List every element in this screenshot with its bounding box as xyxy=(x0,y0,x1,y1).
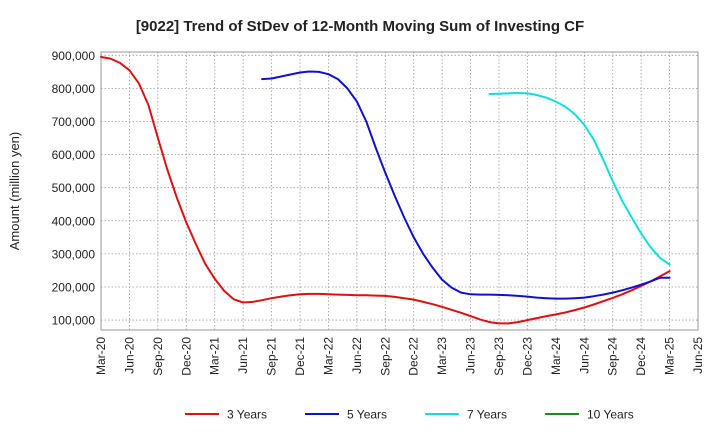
x-tick-label: Sep-22 xyxy=(378,337,392,376)
y-tick-label: 200,000 xyxy=(52,280,96,294)
grid xyxy=(101,52,698,330)
x-tick-label: Jun-20 xyxy=(122,337,136,374)
y-tick-label: 300,000 xyxy=(52,247,96,261)
y-tick-label: 700,000 xyxy=(52,115,96,129)
axes: 100,000 200,000 300,000 400,000 500,000 600,0… xyxy=(52,49,705,376)
legend-label: 5 Years xyxy=(347,408,387,422)
series-line-5-years xyxy=(261,70,671,300)
x-tick-label: Mar-22 xyxy=(321,337,335,375)
x-tick-label: Mar-21 xyxy=(208,337,222,375)
y-axis-label: Amount (million yen) xyxy=(7,132,22,251)
x-tick-label: Dec-24 xyxy=(634,337,648,376)
series-lines xyxy=(100,56,671,325)
y-tick-label: 400,000 xyxy=(52,214,96,228)
x-tick-label: Jun-23 xyxy=(464,337,478,374)
x-tick-label: Jun-21 xyxy=(236,337,250,374)
chart-title: [9022] Trend of StDev of 12-Month Moving… xyxy=(136,18,584,35)
x-tick-label: Mar-23 xyxy=(435,337,449,375)
x-tick-label: Jun-24 xyxy=(577,337,591,374)
x-tick-label: Dec-23 xyxy=(520,337,534,376)
y-tick-label: 900,000 xyxy=(52,49,96,63)
x-tick-label: Mar-25 xyxy=(663,337,677,375)
x-tick-label: Sep-23 xyxy=(492,337,506,376)
x-tick-label: Mar-24 xyxy=(549,337,563,375)
x-tick-label: Dec-21 xyxy=(293,337,307,376)
legend-label: 10 Years xyxy=(587,408,634,422)
y-tick-label: 800,000 xyxy=(52,82,96,96)
x-tick-label: Sep-21 xyxy=(265,337,279,376)
y-tick-label: 100,000 xyxy=(52,314,96,328)
x-tick-label: Sep-20 xyxy=(151,337,165,376)
x-tick-label: Jun-22 xyxy=(350,337,364,374)
y-tick-label: 500,000 xyxy=(52,181,96,195)
x-tick-label: Jun-25 xyxy=(691,337,705,374)
x-tick-label: Sep-24 xyxy=(606,337,620,376)
x-tick-label: Dec-20 xyxy=(179,337,193,376)
legend: 3 Years 5 Years 7 Years 10 Years xyxy=(185,408,634,422)
series-line-7-years xyxy=(488,92,671,266)
x-tick-label: Mar-20 xyxy=(94,337,108,375)
legend-label: 7 Years xyxy=(467,408,507,422)
series-line-3-years xyxy=(100,56,671,325)
plot-frame xyxy=(100,51,699,331)
x-tick-label: Dec-22 xyxy=(407,337,421,376)
y-tick-label: 600,000 xyxy=(52,148,96,162)
legend-label: 3 Years xyxy=(227,408,267,422)
